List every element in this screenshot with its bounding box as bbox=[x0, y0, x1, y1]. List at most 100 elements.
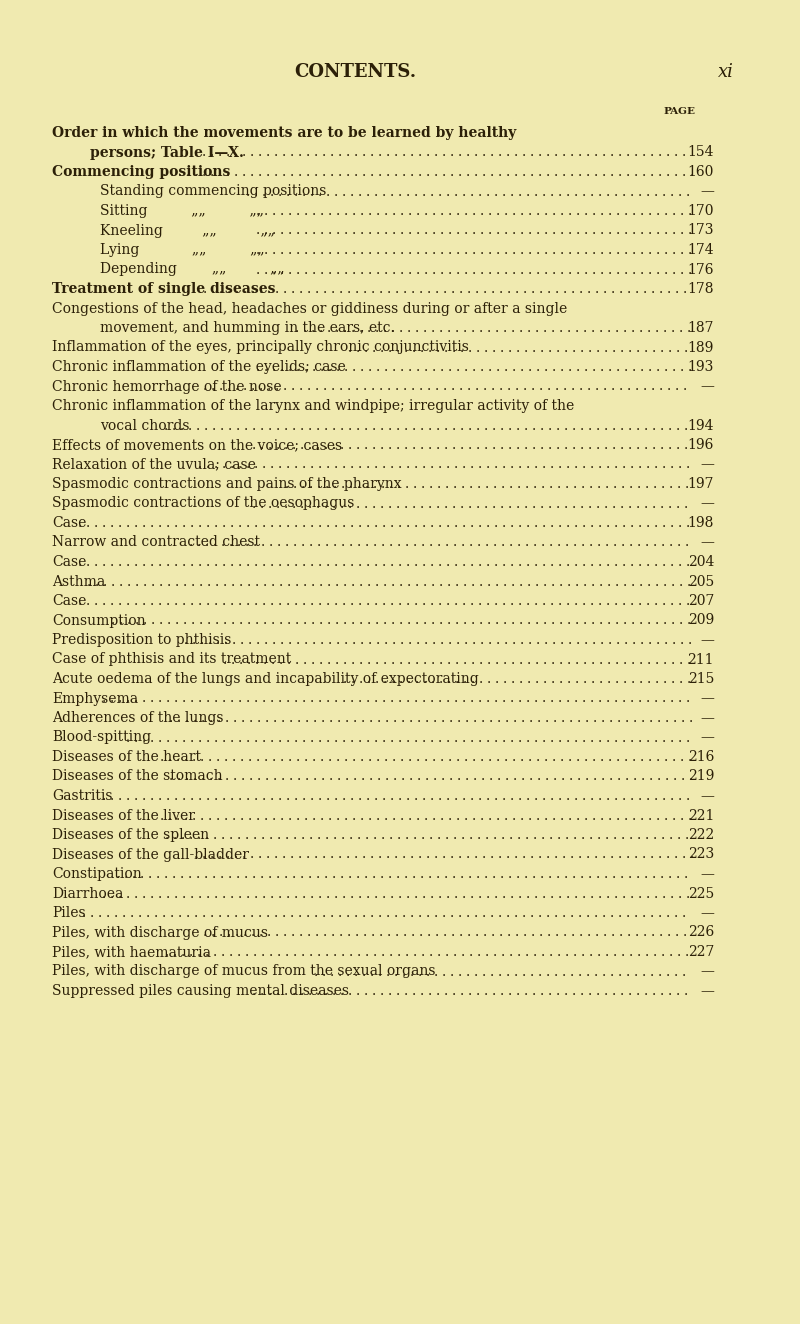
Text: .: . bbox=[630, 184, 634, 199]
Text: .: . bbox=[388, 828, 393, 842]
Text: .: . bbox=[530, 964, 534, 978]
Text: .: . bbox=[407, 809, 412, 822]
Text: .: . bbox=[158, 516, 162, 530]
Text: .: . bbox=[543, 749, 548, 764]
Text: .: . bbox=[623, 613, 627, 628]
Text: .: . bbox=[418, 906, 422, 920]
Text: .: . bbox=[146, 906, 150, 920]
Text: .: . bbox=[390, 516, 394, 530]
Text: .: . bbox=[415, 673, 419, 686]
Text: .: . bbox=[422, 691, 426, 706]
Text: .: . bbox=[450, 906, 454, 920]
Text: .: . bbox=[220, 945, 225, 959]
Text: .: . bbox=[382, 320, 386, 335]
Text: .: . bbox=[419, 925, 423, 940]
Text: .: . bbox=[407, 613, 411, 628]
Text: .: . bbox=[235, 380, 239, 393]
Text: .: . bbox=[126, 516, 130, 530]
Text: .: . bbox=[118, 555, 122, 569]
Text: .: . bbox=[243, 925, 247, 940]
Text: .: . bbox=[498, 282, 503, 297]
Text: .: . bbox=[435, 984, 439, 998]
Text: .: . bbox=[610, 964, 614, 978]
Text: .: . bbox=[380, 340, 384, 355]
Text: .: . bbox=[475, 380, 479, 393]
Text: .: . bbox=[336, 204, 340, 218]
Text: .: . bbox=[443, 925, 447, 940]
Text: .: . bbox=[484, 867, 488, 880]
Text: .: . bbox=[663, 809, 668, 822]
Text: .: . bbox=[303, 613, 307, 628]
Text: .: . bbox=[580, 828, 585, 842]
Text: .: . bbox=[628, 418, 632, 433]
Text: .: . bbox=[551, 673, 555, 686]
Text: .: . bbox=[264, 204, 268, 218]
Text: 223: 223 bbox=[688, 847, 714, 862]
Text: .: . bbox=[183, 613, 187, 628]
Text: .: . bbox=[315, 984, 319, 998]
Text: .: . bbox=[578, 906, 582, 920]
Text: .: . bbox=[350, 691, 354, 706]
Text: .: . bbox=[503, 673, 507, 686]
Text: .: . bbox=[259, 380, 263, 393]
Text: .: . bbox=[490, 964, 494, 978]
Text: .: . bbox=[574, 555, 578, 569]
Text: .: . bbox=[158, 594, 162, 608]
Text: .: . bbox=[251, 380, 255, 393]
Text: .: . bbox=[512, 262, 516, 277]
Text: .: . bbox=[460, 418, 464, 433]
Text: .: . bbox=[392, 244, 396, 257]
Text: .: . bbox=[475, 984, 479, 998]
Text: .: . bbox=[512, 224, 516, 237]
Text: .: . bbox=[686, 653, 690, 666]
Text: .: . bbox=[288, 244, 292, 257]
Text: .: . bbox=[564, 867, 568, 880]
Text: .: . bbox=[470, 458, 474, 471]
Text: .: . bbox=[245, 535, 249, 549]
Text: 204: 204 bbox=[688, 555, 714, 569]
Text: .: . bbox=[442, 847, 446, 862]
Text: .: . bbox=[398, 555, 402, 569]
Text: .: . bbox=[275, 438, 279, 451]
Text: .: . bbox=[406, 731, 410, 744]
Text: .: . bbox=[244, 828, 249, 842]
Text: .: . bbox=[212, 418, 216, 433]
Text: .: . bbox=[440, 244, 444, 257]
Text: .: . bbox=[278, 555, 282, 569]
Text: .: . bbox=[198, 789, 202, 802]
Text: .: . bbox=[552, 360, 557, 373]
Text: .: . bbox=[563, 496, 567, 511]
Text: .: . bbox=[428, 945, 433, 959]
Text: .: . bbox=[484, 945, 489, 959]
Text: .: . bbox=[575, 673, 579, 686]
Text: .: . bbox=[586, 282, 591, 297]
Text: .: . bbox=[449, 769, 454, 784]
Text: .: . bbox=[610, 146, 614, 159]
Text: .: . bbox=[334, 789, 338, 802]
Text: .: . bbox=[630, 653, 634, 666]
Text: .: . bbox=[643, 438, 647, 451]
Text: .: . bbox=[458, 847, 462, 862]
Text: .: . bbox=[636, 828, 641, 842]
Text: .: . bbox=[570, 146, 574, 159]
Text: .: . bbox=[214, 731, 218, 744]
Text: .: . bbox=[359, 613, 363, 628]
Text: .: . bbox=[222, 887, 226, 900]
Text: .: . bbox=[286, 731, 290, 744]
Text: .: . bbox=[142, 516, 146, 530]
Text: .: . bbox=[420, 340, 424, 355]
Text: .: . bbox=[646, 653, 650, 666]
Text: .: . bbox=[678, 887, 682, 900]
Text: .: . bbox=[584, 224, 588, 237]
Text: .: . bbox=[528, 224, 532, 237]
Text: .: . bbox=[477, 535, 481, 549]
Text: .: . bbox=[362, 964, 366, 978]
Text: .: . bbox=[431, 613, 435, 628]
Text: .: . bbox=[580, 418, 584, 433]
Text: .: . bbox=[217, 769, 222, 784]
Text: .: . bbox=[296, 360, 301, 373]
Text: .: . bbox=[278, 594, 282, 608]
Text: .: . bbox=[420, 867, 424, 880]
Text: .: . bbox=[322, 146, 326, 159]
Text: .: . bbox=[375, 673, 379, 686]
